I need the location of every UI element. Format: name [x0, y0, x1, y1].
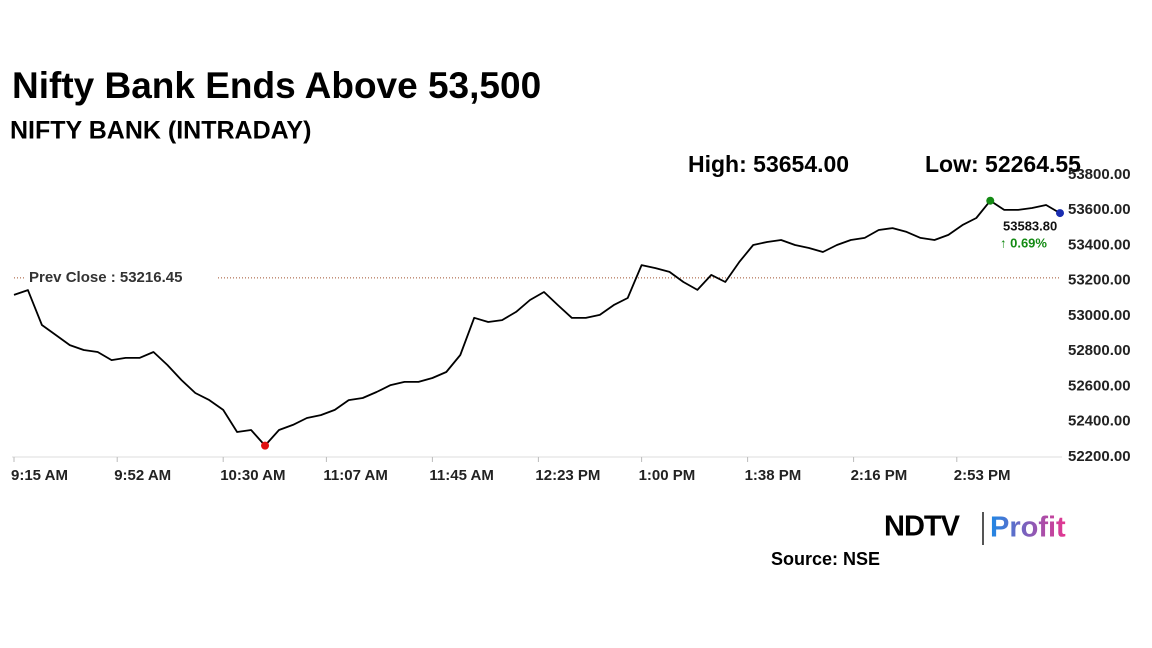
- y-tick-label: 53800.00: [1068, 166, 1131, 183]
- x-tick-label: 11:45 AM: [429, 467, 493, 484]
- x-tick-label: 10:30 AM: [220, 467, 285, 484]
- prev-close-bg: [26, 267, 216, 288]
- last-marker: [1056, 209, 1064, 218]
- low-marker: [261, 441, 270, 450]
- x-tick-label: 9:52 AM: [114, 467, 171, 484]
- x-tick-label: 2:53 PM: [954, 467, 1011, 484]
- source: Source: NSE: [771, 549, 880, 569]
- last-price-label: 53583.80: [1003, 219, 1057, 234]
- high-marker: [986, 196, 995, 205]
- y-tick-label: 53600.00: [1068, 201, 1131, 218]
- x-tick-label: 1:38 PM: [745, 467, 802, 484]
- chart-subtitle: NIFTY BANK (INTRADAY): [10, 117, 311, 145]
- prev-close-label: Prev Close : 53216.45: [29, 269, 182, 286]
- brand-name: NDTV: [884, 511, 961, 543]
- price-line: [13, 199, 1061, 447]
- x-tick-label: 1:00 PM: [639, 467, 696, 484]
- x-tick-label: 9:15 AM: [11, 467, 68, 484]
- y-tick-label: 53200.00: [1068, 272, 1131, 289]
- high-label: High: 53654.00: [688, 151, 849, 177]
- x-tick-label: 11:07 AM: [323, 467, 387, 484]
- low-label: Low: 52264.55: [925, 151, 1081, 177]
- y-tick-label: 52800.00: [1068, 342, 1131, 359]
- y-tick-label: 52600.00: [1068, 377, 1131, 394]
- x-tick-label: 2:16 PM: [851, 467, 908, 484]
- y-tick-label: 53000.00: [1068, 307, 1131, 324]
- y-tick-label: 53400.00: [1068, 236, 1131, 253]
- y-tick-label: 52200.00: [1068, 448, 1131, 465]
- last-change-label: ↑ 0.69%: [1000, 236, 1047, 251]
- y-tick-label: 52400.00: [1068, 413, 1131, 430]
- x-tick-label: 12:23 PM: [535, 467, 600, 484]
- brand-product: Profit: [990, 512, 1066, 544]
- chart-title: Nifty Bank Ends Above 53,500: [12, 65, 541, 106]
